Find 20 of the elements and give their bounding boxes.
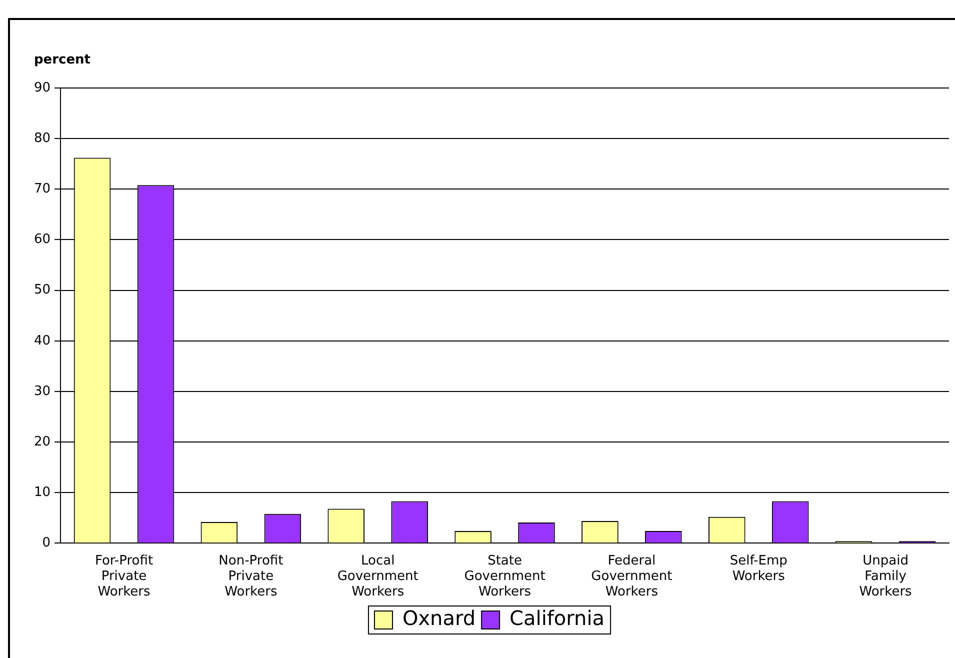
y-tick-label: 20 (34, 434, 51, 450)
y-tick-label: 10 (34, 484, 51, 500)
y-tick-label: 60 (34, 232, 51, 248)
y-tick-label: 0 (42, 536, 51, 551)
x-tick-label: Self-Emp Workers (730, 553, 788, 584)
y-tick-label: 80 (34, 130, 51, 146)
y-tick-label: 40 (34, 333, 51, 348)
y-tick-label: 30 (34, 384, 51, 399)
x-tick-label: Unpaid Family Workers (859, 553, 912, 600)
x-tick-label: Local Government Workers (337, 553, 418, 600)
x-tick-label: For-Profit Private Workers (94, 553, 154, 600)
x-tick-label: Non-Profit Private Workers (218, 553, 284, 600)
y-tick-label: 90 (34, 80, 51, 96)
y-tick-label: 50 (34, 282, 51, 298)
legend-label: California (510, 606, 605, 630)
y-tick-label: 70 (34, 182, 51, 197)
x-tick-label: State Government Workers (464, 553, 546, 600)
x-tick-label: Federal Government Workers (591, 553, 672, 600)
legend-label: Oxnard (402, 606, 476, 630)
y-axis-title: percent (34, 52, 91, 68)
